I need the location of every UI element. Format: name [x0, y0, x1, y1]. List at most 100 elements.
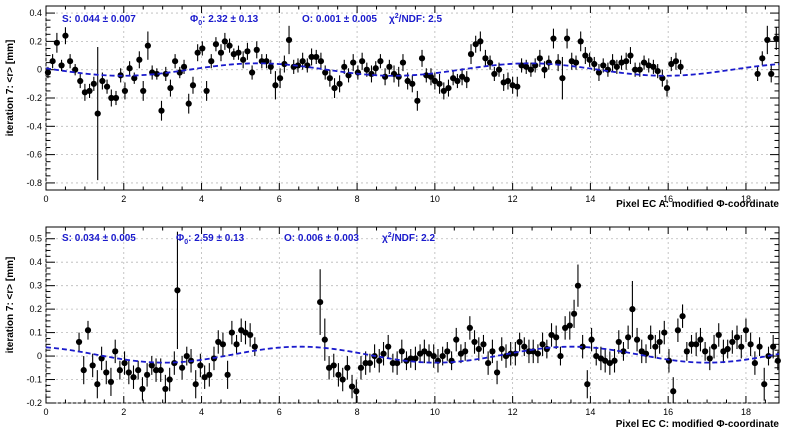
data-point — [247, 331, 254, 339]
data-point — [670, 388, 677, 395]
data-point — [326, 75, 333, 82]
data-point — [756, 343, 763, 350]
data-point — [475, 345, 482, 353]
data-point — [372, 65, 379, 72]
data-point — [577, 38, 584, 45]
data-point — [126, 65, 133, 72]
fit-phi-label: Φ0: 2.59 ± 0.13 — [176, 233, 245, 246]
data-point — [339, 376, 346, 383]
data-point — [462, 348, 469, 355]
fit-chi2-label: χ2/NDF: 2.5 — [389, 13, 442, 25]
data-point — [454, 77, 461, 85]
data-point — [627, 52, 634, 59]
data-point — [251, 343, 258, 350]
data-point — [152, 367, 160, 374]
data-point — [157, 367, 164, 374]
data-point — [645, 62, 652, 69]
fit-curve — [45, 345, 780, 364]
data-point — [430, 352, 437, 360]
data-point — [398, 348, 405, 355]
data-point — [94, 381, 101, 388]
y-axis-label: iteration 7: <r> [mm] — [5, 40, 16, 137]
data-point — [203, 87, 210, 95]
data-point — [611, 357, 618, 364]
data-point — [294, 62, 302, 69]
data-point — [99, 77, 106, 85]
data-point — [376, 357, 383, 364]
data-point — [285, 36, 293, 44]
fit-chi-superscript: 2 — [395, 13, 399, 20]
data-point — [353, 388, 360, 395]
y-tick-label: 0.4 — [29, 257, 42, 267]
data-point — [350, 59, 357, 66]
data-point — [67, 58, 74, 65]
data-point — [308, 53, 315, 61]
data-point — [180, 63, 188, 70]
data-point — [359, 58, 366, 65]
data-point — [80, 367, 87, 374]
data-point — [574, 282, 582, 289]
data-point — [559, 75, 566, 82]
data-point — [747, 341, 754, 348]
fit-phi-subscript: 0 — [184, 239, 188, 246]
data-point — [586, 56, 593, 63]
data-point — [144, 371, 151, 378]
x-tick-label: 6 — [277, 407, 282, 417]
data-point — [453, 336, 460, 343]
data-point — [185, 100, 192, 107]
data-point — [431, 77, 438, 85]
data-point — [135, 367, 142, 374]
data-point — [299, 58, 306, 65]
data-point — [688, 341, 695, 348]
data-point — [764, 36, 771, 44]
data-point — [421, 348, 428, 355]
fit-chi-value: /NDF: 2.2 — [392, 233, 436, 244]
data-point — [158, 107, 165, 114]
fit-phi-subscript: 0 — [198, 20, 202, 27]
data-point — [112, 348, 119, 355]
fit-curve — [45, 62, 780, 77]
data-point — [504, 77, 512, 85]
data-point — [656, 338, 663, 346]
x-tick-label: 6 — [277, 194, 282, 204]
data-point — [663, 84, 671, 92]
data-point — [702, 348, 709, 355]
data-point — [466, 324, 473, 332]
data-point — [221, 38, 228, 45]
data-point — [632, 66, 639, 73]
fit-phi-value: : 2.59 ± 0.13 — [188, 233, 245, 244]
data-point — [98, 355, 105, 362]
data-point — [317, 58, 325, 65]
data-point — [394, 360, 401, 367]
data-point — [418, 55, 426, 62]
data-point — [226, 42, 233, 49]
x-tick-label: 10 — [430, 407, 440, 417]
data-point — [604, 66, 612, 73]
data-point — [444, 348, 451, 355]
data-point — [362, 360, 369, 367]
data-point — [331, 84, 338, 92]
data-point — [729, 338, 736, 346]
data-point — [425, 350, 433, 357]
data-point — [62, 32, 69, 39]
data-point — [770, 343, 777, 350]
data-point — [103, 83, 111, 90]
fit-chi2-label: χ2/NDF: 2.2 — [382, 232, 435, 244]
data-point — [75, 338, 83, 346]
data-point — [72, 66, 79, 73]
data-point — [661, 329, 668, 336]
x-tick-label: 14 — [585, 407, 595, 417]
data-point — [613, 63, 620, 70]
data-point — [584, 381, 591, 388]
data-point — [219, 341, 227, 348]
y-tick-label: -0.8 — [26, 178, 42, 188]
data-point — [244, 48, 251, 55]
data-point — [322, 69, 329, 76]
data-point — [738, 343, 745, 350]
data-point — [625, 334, 632, 341]
data-point — [130, 374, 137, 381]
x-tick-label: 16 — [663, 194, 673, 204]
data-point — [276, 75, 284, 82]
